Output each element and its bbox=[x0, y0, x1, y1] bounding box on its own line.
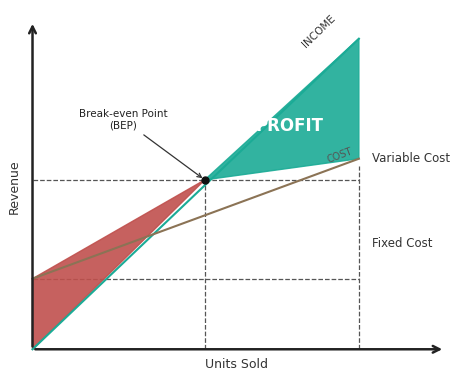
Polygon shape bbox=[33, 180, 205, 349]
Text: PROFIT: PROFIT bbox=[255, 117, 324, 135]
Text: LOSS: LOSS bbox=[61, 226, 100, 240]
Text: Revenue: Revenue bbox=[8, 160, 21, 214]
Text: INCOME: INCOME bbox=[301, 14, 337, 50]
Text: Break-even Point
(BEP): Break-even Point (BEP) bbox=[79, 109, 201, 177]
Polygon shape bbox=[205, 39, 359, 180]
Text: COST: COST bbox=[326, 146, 355, 164]
Text: Fixed Cost: Fixed Cost bbox=[373, 237, 433, 250]
Text: Units Sold: Units Sold bbox=[205, 358, 268, 371]
Text: Variable Cost: Variable Cost bbox=[373, 152, 451, 165]
